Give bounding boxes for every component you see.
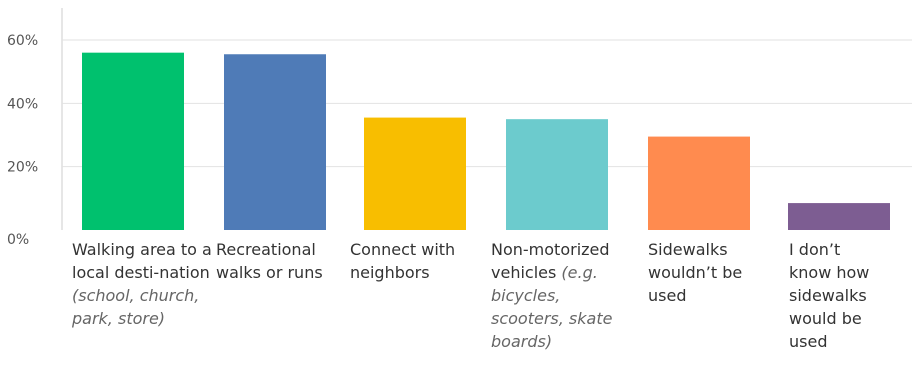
category-label-text: Non-motorized vehicles (491, 240, 610, 282)
category-sublabel: (e.g. bicycles, scooters, skate boards) (491, 263, 613, 351)
category-label-text: Recreational walks or runs (216, 240, 323, 282)
category-label-text: Walking area to a local desti-nation (72, 240, 212, 282)
bar (648, 136, 750, 230)
category-label-text: I don’t know how sidewalks would be used (789, 240, 870, 351)
bar (82, 52, 184, 230)
category-label-walking-area: Walking area to a local desti-nation (sc… (72, 238, 212, 330)
category-label-text: Sidewalks wouldn’t be used (648, 240, 743, 305)
category-label-dont-know: I don’t know how sidewalks would be used (789, 238, 884, 353)
bar (224, 54, 326, 230)
category-label-recreational-walks: Recreational walks or runs (216, 238, 356, 284)
category-label-text: Connect with neighbors (350, 240, 456, 282)
bar (788, 203, 890, 230)
category-label-sidewalks-unused: Sidewalks wouldn’t be used (648, 238, 758, 307)
y-tick-label: 0% (7, 232, 29, 248)
y-tick-label: 40% (7, 96, 38, 112)
category-label-non-motorized: Non-motorized vehicles (e.g. bicycles, s… (491, 238, 631, 353)
category-sublabel: (school, church, park, store) (72, 286, 200, 328)
bar (364, 117, 466, 230)
y-tick-label: 60% (7, 33, 38, 49)
category-label-connect-neighbors: Connect with neighbors (350, 238, 490, 284)
bar (506, 119, 608, 230)
y-tick-label: 20% (7, 160, 38, 176)
